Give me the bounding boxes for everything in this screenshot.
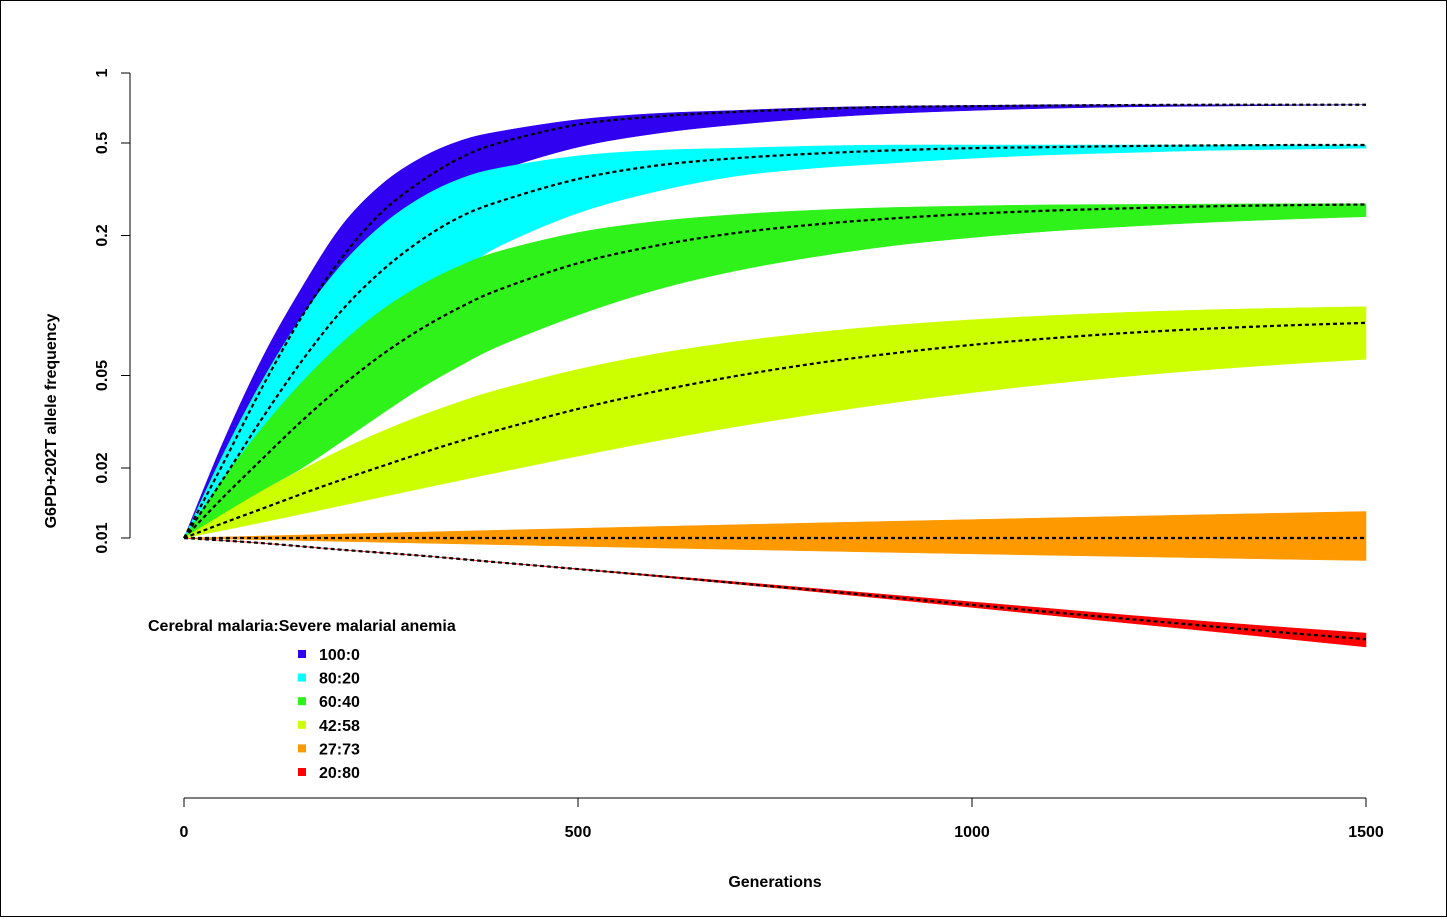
y-tick-label: 1 <box>94 68 111 77</box>
legend-swatch <box>298 650 306 658</box>
y-axis: 0.01 0.02 0.05 0.2 0.5 1 <box>94 68 131 554</box>
y-tick-label: 0.01 <box>94 522 111 553</box>
band-60-40 <box>183 203 1367 539</box>
band-27-73 <box>183 511 1367 561</box>
x-tick-label: 0 <box>180 824 189 841</box>
confidence-bands <box>183 104 1367 648</box>
x-tick-label: 500 <box>565 824 592 841</box>
mean-lines <box>183 103 1367 641</box>
y-tick-label: 0.2 <box>94 224 111 246</box>
legend: Cerebral malaria:Severe malarial anemia … <box>148 618 456 782</box>
mean-line-60-40 <box>183 203 1367 539</box>
y-tick-label: 0.05 <box>94 360 111 391</box>
y-tick-label: 0.02 <box>94 452 111 483</box>
legend-label: 100:0 <box>319 647 360 664</box>
y-axis-label: G6PD+202T allele frequency <box>43 314 60 529</box>
legend-swatch <box>298 697 306 706</box>
legend-swatch <box>298 720 306 729</box>
legend-label: 42:58 <box>319 718 360 735</box>
legend-swatch <box>298 744 306 753</box>
mean-line-20-80 <box>183 536 1367 641</box>
x-tick-label: 1500 <box>1348 824 1384 841</box>
legend-label: 60:40 <box>319 694 360 711</box>
mean-line-42-58 <box>183 321 1367 540</box>
legend-title: Cerebral malaria:Severe malarial anemia <box>148 618 456 635</box>
x-tick-label: 1000 <box>954 824 990 841</box>
x-axis: 0 500 1000 1500 <box>180 797 1384 841</box>
band-42-58 <box>183 306 1367 539</box>
legend-label: 27:73 <box>319 741 360 758</box>
mean-line-80-20 <box>183 143 1367 539</box>
legend-label: 20:80 <box>319 765 360 782</box>
y-tick-label: 0.5 <box>94 132 111 154</box>
legend-label: 80:20 <box>319 671 360 688</box>
legend-swatch <box>298 768 306 776</box>
x-axis-label: Generations <box>728 874 821 891</box>
mean-line-100-0 <box>183 103 1366 539</box>
legend-swatch <box>298 673 306 682</box>
